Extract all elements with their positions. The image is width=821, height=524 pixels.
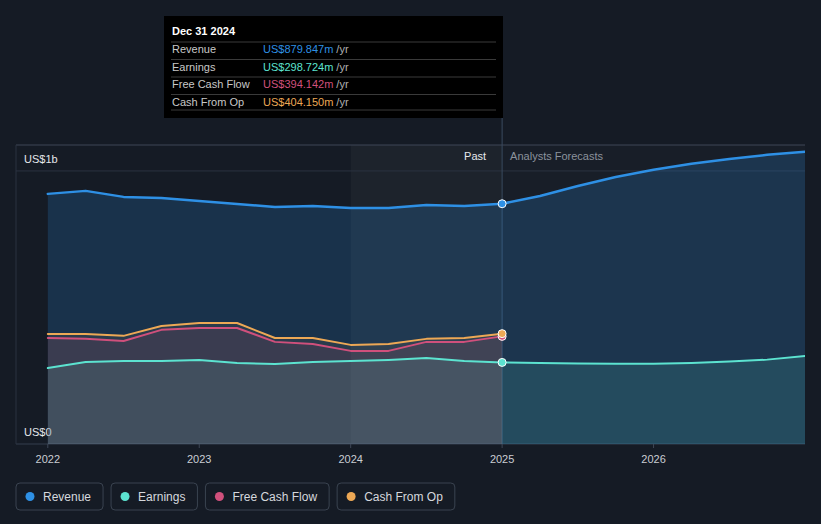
series-line xyxy=(48,328,502,351)
legend-item[interactable]: Cash From Op xyxy=(337,483,455,510)
x-tick xyxy=(350,444,351,448)
tooltip-value-group: US$404.150m/yr xyxy=(263,96,349,108)
legend-box[interactable] xyxy=(337,483,455,510)
tooltip-label: Free Cash Flow xyxy=(172,78,250,90)
tooltip-unit: /yr xyxy=(336,96,349,108)
x-tick xyxy=(47,444,48,448)
series-area xyxy=(48,323,502,444)
background xyxy=(0,0,821,524)
legend-label: Revenue xyxy=(43,490,91,504)
tooltip-title: Dec 31 2024 xyxy=(172,25,236,37)
tooltip-separator xyxy=(171,59,496,60)
tooltip-value: US$404.150m xyxy=(263,96,333,108)
plot-top-line xyxy=(16,145,805,146)
x-tick-label: 2025 xyxy=(490,453,514,465)
tooltip-value-group: US$298.724m/yr xyxy=(263,61,349,73)
series-marker xyxy=(498,200,506,208)
y-tick-label: US$0 xyxy=(24,426,52,438)
legend-item[interactable]: Revenue xyxy=(16,483,103,510)
tooltip-unit: /yr xyxy=(336,78,349,90)
tooltip-value: US$394.142m xyxy=(263,78,333,90)
forecast-label: Analysts Forecasts xyxy=(510,150,603,162)
tooltip-separator xyxy=(171,110,496,111)
data-group xyxy=(48,152,805,444)
legend-box[interactable] xyxy=(16,483,103,510)
y-tick-label: US$1b xyxy=(24,153,58,165)
series-line xyxy=(48,152,805,208)
legend-label: Earnings xyxy=(138,490,185,504)
y-axis-line xyxy=(16,145,17,444)
legend-item[interactable]: Free Cash Flow xyxy=(205,483,329,510)
series-line xyxy=(48,356,805,368)
x-tick xyxy=(502,444,503,448)
legend-item[interactable]: Earnings xyxy=(111,483,197,510)
tooltip-label: Revenue xyxy=(172,43,216,55)
series-marker xyxy=(498,330,506,338)
legend-box[interactable] xyxy=(111,483,197,510)
series-area xyxy=(48,152,805,444)
tooltip-box xyxy=(164,16,503,118)
past-label: Past xyxy=(464,150,486,162)
x-tick-label: 2026 xyxy=(641,453,665,465)
x-tick-label: 2023 xyxy=(187,453,211,465)
tooltip-value-group: US$879.847m/yr xyxy=(263,43,349,55)
tooltip-value: US$298.724m xyxy=(263,61,333,73)
legend-swatch xyxy=(215,492,224,501)
tooltip-unit: /yr xyxy=(336,61,349,73)
tooltip-unit: /yr xyxy=(336,43,349,55)
x-tick-label: 2024 xyxy=(338,453,362,465)
x-tick xyxy=(653,444,654,448)
tooltip-value-group: US$394.142m/yr xyxy=(263,78,349,90)
x-tick-label: 2022 xyxy=(36,453,60,465)
tooltip-value: US$879.847m xyxy=(263,43,333,55)
legend-label: Cash From Op xyxy=(364,490,443,504)
legend-swatch xyxy=(26,492,35,501)
legend-label: Free Cash Flow xyxy=(232,490,317,504)
legend-box[interactable] xyxy=(205,483,329,510)
legend-swatch xyxy=(121,492,130,501)
series-marker xyxy=(498,358,506,366)
legend-swatch xyxy=(347,492,356,501)
x-tick xyxy=(199,444,200,448)
chart: US$0 US$1b 2022 2023 2024 2025 2026 Past Analyst… xyxy=(0,0,821,524)
tooltip-separator xyxy=(171,42,496,43)
tooltip-label: Earnings xyxy=(172,61,216,73)
tooltip-label: Cash From Op xyxy=(172,96,244,108)
